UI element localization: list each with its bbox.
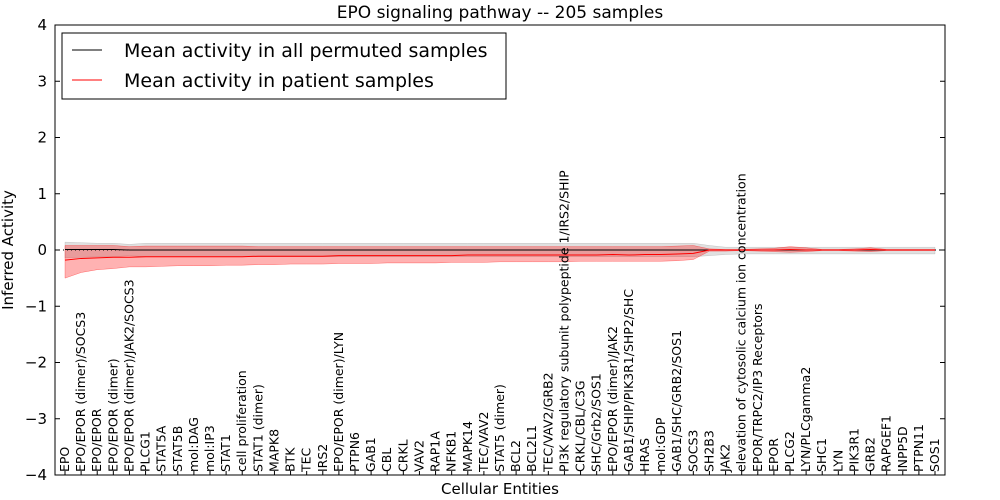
x-tick-label: STAT1 (dimer) [250,384,265,472]
x-tick-label: EPO/EPOR (dimer)/SOCS3 [73,312,88,472]
x-tick-label: EPO/EPOR (dimer)/LYN [331,332,346,472]
x-tick-label: EPOR/TRPC2/IP3 Receptors [750,303,765,472]
x-tick-label: EPO/EPOR (dimer)/JAK2/SOCS3 [121,279,136,472]
x-tick-label: elevation of cytosolic calcium ion conce… [734,173,749,472]
x-axis-label: Cellular Entities [441,480,559,498]
series-line-permuted [65,248,935,251]
y-tick-label: −2 [25,354,47,372]
x-tick-label: BCL2 [508,440,523,472]
y-axis-label: Inferred Activity [0,190,17,310]
y-tick-label: 1 [37,185,47,203]
x-tick-label: GAB1 [363,437,378,472]
x-tick-label: LYN [830,450,845,472]
x-tick-label: STAT1 [218,434,233,472]
x-tick-label: SHC1 [814,438,829,472]
x-tick-label: TEC/VAV2 [476,412,491,473]
x-tick-label: MAPK14 [460,421,475,472]
y-tick-label: 0 [37,241,47,259]
x-tick-label: EPO/EPOR [89,408,104,472]
x-tick-label: CRKL [395,439,410,472]
legend-label-permuted: Mean activity in all permuted samples [124,40,487,62]
x-tick-label: mol:IP3 [202,425,217,472]
x-axis: EPO EPO/EPOR (dimer)/SOCS3 EPO/EPOR EPO/EPO… [57,170,942,475]
x-tick-label: mol:DAG [186,417,201,472]
x-tick-label: JAK2 [718,444,733,473]
x-tick-label: STAT5B [170,426,185,472]
x-tick-label: EPO/EPOR (dimer) [105,358,120,472]
x-tick-label: SOS1 [927,438,942,472]
x-tick-label: cell proliferation [234,370,249,472]
legend: Mean activity in all permuted samples Me… [61,32,507,100]
x-tick-label: HRAS [637,438,652,472]
x-tick-label: CBL [379,448,394,472]
x-tick-label: GRB2 [863,437,878,472]
x-tick-label: MAPK8 [266,429,281,472]
chart-title: EPO signaling pathway -- 205 samples [337,3,664,23]
x-tick-label: RAP1A [428,431,443,472]
x-tick-label: STAT5 (dimer) [492,384,507,472]
line-layer [55,248,945,261]
y-tick-label: −3 [25,410,47,428]
x-tick-label: RAPGEF1 [879,415,894,472]
x-tick-label: PLCG1 [138,431,153,472]
x-tick-label: TEC [299,447,314,473]
x-tick-label: PTPN11 [911,424,926,472]
x-tick-label: LYN/PLCgamma2 [798,367,813,472]
x-tick-label: PTPN6 [347,432,362,472]
x-tick-label: SOCS3 [685,430,700,472]
x-tick-label: INPP5D [895,426,910,472]
x-tick-label: CRKL/CBL/C3G [573,380,588,472]
x-tick-label: PLCG2 [782,431,797,472]
x-tick-label: TEC/VAV2/GRB2 [540,372,555,473]
x-tick-label: GAB1/SHC/GRB2/SOS1 [669,330,684,472]
legend-box [61,32,507,100]
x-tick-label: BTK [283,447,298,472]
x-tick-label: STAT5A [154,425,169,472]
y-tick-label: 4 [37,16,47,34]
x-tick-label: SH2B3 [701,430,716,472]
legend-label-patient: Mean activity in patient samples [124,70,434,92]
y-tick-label: 3 [37,72,47,90]
x-tick-label: EPO [57,447,72,472]
x-tick-label: EPO/EPOR (dimer)/JAK2 [605,326,620,472]
x-tick-label: NFKB1 [444,431,459,472]
y-axis: −4 −3 −2 −1 0 1 2 3 4 [25,16,945,484]
x-tick-label: EPOR [766,438,781,472]
x-tick-label: BCL2L1 [524,425,539,472]
x-tick-label: VAV2 [411,440,426,472]
y-tick-label: −1 [25,297,47,315]
x-tick-label: PI3K regulatory subunit polypeptide 1/IR… [556,170,571,472]
y-tick-label: 2 [37,129,47,147]
x-tick-label: IRS2 [315,444,330,472]
x-tick-label: PIK3R1 [846,428,861,472]
band-patient [64,245,936,279]
x-tick-label: mol:GDP [653,417,668,472]
series-line-patient [64,248,935,261]
x-tick-label: SHC/Grb2/SOS1 [589,373,604,472]
x-tick-label: GAB1/SHIP/PIK3R1/SHP2/SHC [621,289,636,472]
y-tick-label: −4 [25,466,47,484]
